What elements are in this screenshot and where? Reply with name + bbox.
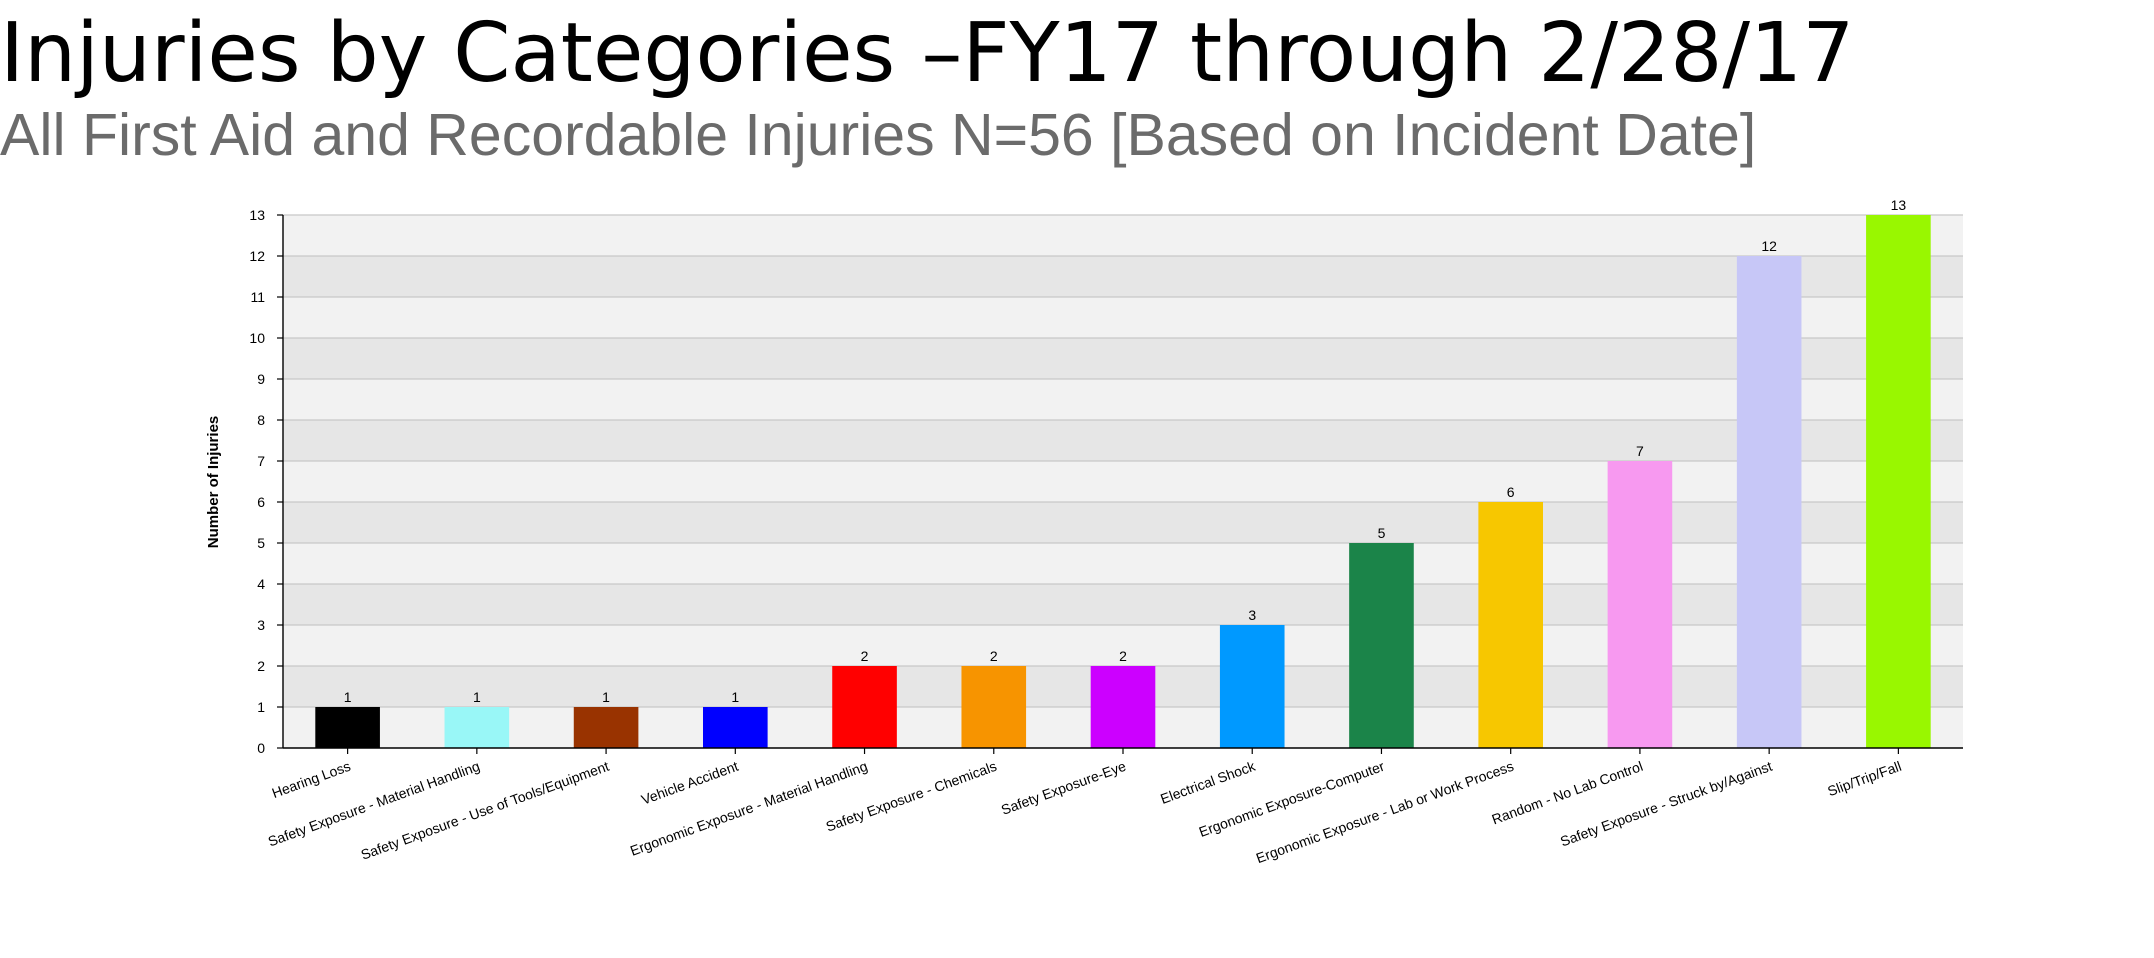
plot-band [283,502,1963,543]
bar [1607,461,1673,748]
plot-band [283,625,1963,666]
y-tick-label: 13 [249,207,265,223]
plot-band [283,543,1963,584]
data-label: 2 [861,648,869,664]
y-tick-label: 12 [249,248,265,264]
bar [1219,625,1285,748]
y-axis-title: Number of Injuries [205,416,222,549]
plot-background [283,215,1963,748]
plot-band [283,379,1963,420]
y-tick-label: 3 [257,617,265,633]
category-label: Safety Exposure - Struck by/Against [1558,758,1774,850]
bar [573,707,639,748]
y-tick-label: 8 [257,412,265,428]
chart-subtitle: All First Aid and Recordable Injuries N=… [0,102,1757,168]
bar [1736,256,1802,748]
bar [1866,215,1931,748]
bar [703,707,768,748]
bar [832,666,897,748]
y-tick-label: 0 [257,740,265,756]
bar [315,707,380,748]
data-label: 2 [990,648,998,664]
y-tick-label: 6 [257,494,265,510]
y-tick-label: 5 [257,535,265,551]
data-label: 5 [1378,525,1386,541]
chart-title: Injuries by Categories –FY17 through 2/2… [0,6,1855,101]
y-tick-label: 11 [250,289,265,305]
data-label: 13 [1891,197,1907,213]
data-label: 1 [344,689,352,705]
y-tick-label: 10 [249,330,265,346]
gridlines [283,214,1963,708]
data-label: 1 [473,689,481,705]
data-label: 2 [1119,648,1127,664]
data-label: 1 [731,689,739,705]
plot-band [283,256,1963,297]
category-label: Ergonomic Exposure - Lab or Work Process [1254,758,1516,866]
category-label: Safety Exposure - Use of Tools/Equipment [359,758,611,863]
category-label: Safety Exposure - Material Handling [266,758,482,850]
bar [444,707,510,748]
plot-band [283,461,1963,502]
bar [961,666,1027,748]
category-label: Ergonomic Exposure - Material Handling [628,758,870,859]
data-label: 12 [1761,238,1777,254]
bars [315,215,1931,748]
bar [1090,666,1156,748]
category-label: Vehicle Accident [639,758,740,808]
plot-band [283,297,1963,338]
category-label: Electrical Shock [1158,757,1258,806]
plot-band [283,215,1963,256]
data-label: 1 [602,689,610,705]
data-label: 7 [1636,443,1644,459]
category-label: Slip/Trip/Fall [1825,758,1903,799]
bar [1349,543,1414,748]
y-tick-label: 9 [257,371,265,387]
y-tick-label: 2 [257,658,265,674]
bar [1478,502,1543,748]
category-label: Hearing Loss [270,758,353,801]
data-label: 3 [1248,607,1256,623]
plot-band [283,338,1963,379]
y-tick-label: 7 [257,453,265,469]
data-label: 6 [1507,484,1515,500]
y-tick-label: 1 [257,699,265,715]
plot-band [283,420,1963,461]
category-label: Safety Exposure-Eye [999,758,1128,818]
plot-band [283,584,1963,625]
y-tick-label: 4 [257,576,265,592]
axes [277,214,1963,754]
